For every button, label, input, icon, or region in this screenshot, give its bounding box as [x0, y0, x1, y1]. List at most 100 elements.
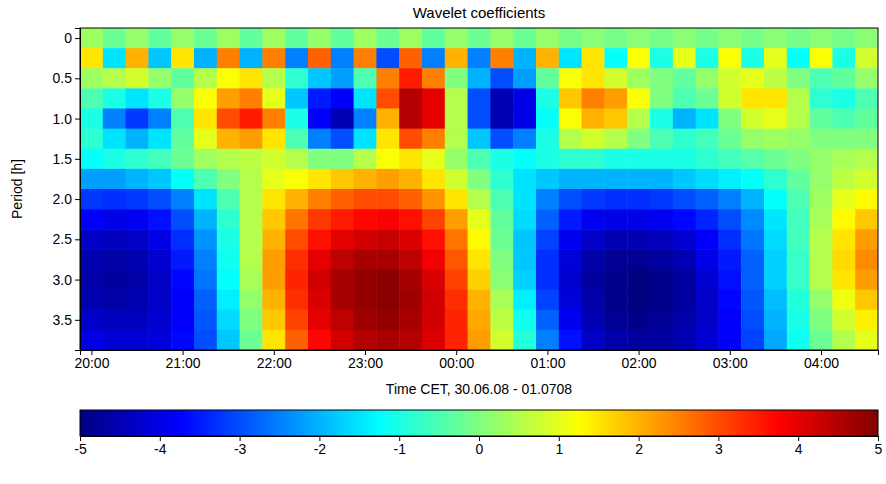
heatmap-cell	[103, 68, 126, 89]
heatmap-cell	[468, 330, 491, 350]
heatmap-cell	[627, 330, 650, 350]
heatmap-cell	[445, 270, 468, 291]
heatmap-cell	[399, 68, 422, 89]
heatmap-cell	[171, 169, 194, 190]
colorbar-axis-tick: -3	[234, 436, 247, 457]
heatmap-cell	[490, 189, 513, 210]
heatmap-cell	[285, 68, 308, 89]
heatmap-cell	[376, 88, 399, 109]
heatmap-cell	[490, 28, 513, 49]
heatmap-cell	[103, 109, 126, 130]
heatmap-cell	[855, 88, 878, 109]
heatmap-cell	[376, 270, 399, 291]
x-axis-title: Time CET, 30.06.08 - 01.0708	[386, 381, 572, 397]
heatmap-cell	[513, 68, 536, 89]
heatmap-cell	[126, 88, 149, 109]
heatmap-cell	[171, 68, 194, 89]
heatmap-cell	[80, 68, 103, 89]
heatmap-cell	[262, 169, 285, 190]
heatmap-cell	[422, 48, 445, 69]
heatmap-cell	[604, 169, 627, 190]
heatmap-cell	[627, 189, 650, 210]
heatmap-cell	[354, 28, 377, 49]
heatmap-cell	[399, 88, 422, 109]
heatmap-cell	[627, 88, 650, 109]
heatmap-cell	[80, 209, 103, 230]
heatmap-cell	[582, 249, 605, 270]
heatmap-cell	[536, 169, 559, 190]
heatmap-cell	[331, 330, 354, 350]
heatmap-cell	[582, 68, 605, 89]
y-axis-tick-mark	[75, 199, 80, 200]
heatmap-cell	[810, 129, 833, 150]
heatmap-cell	[604, 290, 627, 311]
heatmap-cell	[536, 209, 559, 230]
colorbar-axis-tick: 1	[555, 436, 563, 457]
heatmap-cell	[764, 270, 787, 291]
heatmap-cell	[148, 330, 171, 350]
plot-frame	[80, 28, 878, 350]
heatmap-cell	[80, 169, 103, 190]
heatmap-cell	[331, 310, 354, 331]
heatmap-cell	[696, 270, 719, 291]
heatmap-cell	[559, 330, 582, 350]
heatmap-cell	[354, 229, 377, 250]
heatmap-cell	[194, 169, 217, 190]
heatmap-cell	[582, 330, 605, 350]
heatmap-cell	[354, 189, 377, 210]
heatmap-cell	[468, 249, 491, 270]
heatmap-cell	[240, 48, 263, 69]
heatmap-cell	[536, 68, 559, 89]
heatmap-cell	[832, 48, 855, 69]
heatmap-cell	[240, 270, 263, 291]
heatmap-cell	[536, 149, 559, 170]
heatmap-cell	[559, 189, 582, 210]
heatmap-cell	[627, 209, 650, 230]
x-axis-tick-label: 22:00	[257, 355, 292, 371]
colorbar-axis-tick: 4	[795, 436, 803, 457]
heatmap-cell	[650, 270, 673, 291]
y-axis-tick-mark	[75, 78, 80, 79]
heatmap-cell	[513, 109, 536, 130]
heatmap-cell	[262, 109, 285, 130]
heatmap-cell	[787, 290, 810, 311]
heatmap-cell	[171, 109, 194, 130]
heatmap-cell	[148, 109, 171, 130]
heatmap-cell	[490, 109, 513, 130]
heatmap-cell	[354, 290, 377, 311]
x-axis-tick-label: 21:00	[166, 355, 201, 371]
heatmap-cell	[80, 88, 103, 109]
heatmap-cell	[536, 310, 559, 331]
heatmap-cell	[741, 189, 764, 210]
heatmap-cell	[741, 249, 764, 270]
heatmap-cell	[194, 68, 217, 89]
heatmap-cell	[559, 310, 582, 331]
heatmap-cell	[513, 209, 536, 230]
heatmap-cell	[513, 270, 536, 291]
heatmap-cell	[810, 169, 833, 190]
heatmap-cell	[718, 48, 741, 69]
heatmap-cell	[240, 129, 263, 150]
heatmap-cell	[194, 149, 217, 170]
heatmap-cell	[559, 109, 582, 130]
heatmap-cell	[422, 270, 445, 291]
heatmap-cell	[536, 249, 559, 270]
heatmap-cell	[194, 330, 217, 350]
heatmap-cell	[399, 270, 422, 291]
x-axis-tick-label: 20:00	[74, 355, 109, 371]
heatmap-cell	[308, 189, 331, 210]
heatmap-cell	[787, 189, 810, 210]
y-axis-tick-label: 2.5	[53, 231, 73, 247]
heatmap-cell	[194, 189, 217, 210]
heatmap-cell	[148, 189, 171, 210]
title: Wavelet coefficients	[413, 4, 546, 21]
heatmap-cell	[696, 229, 719, 250]
heatmap-cell	[399, 129, 422, 150]
heatmap-cell	[103, 249, 126, 270]
x-axis-tick: 01:00	[530, 350, 565, 371]
heatmap-cell	[285, 330, 308, 350]
colorbar-axis-tick: -1	[393, 436, 406, 457]
heatmap-cell	[217, 270, 240, 291]
heatmap-cell	[741, 290, 764, 311]
heatmap-cell	[855, 209, 878, 230]
